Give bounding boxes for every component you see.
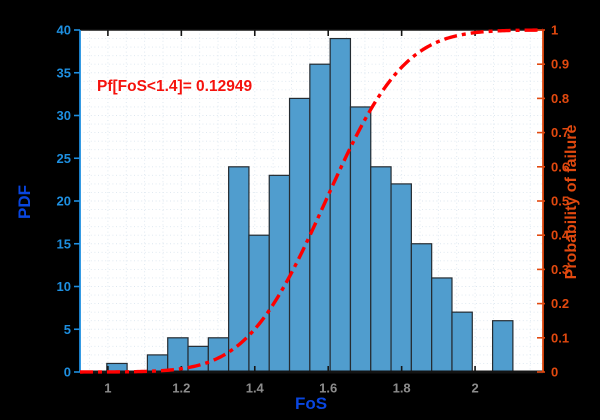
y-left-tick-label: 30: [57, 108, 71, 123]
histogram-bar: [329, 37, 352, 373]
x-tick-label: 1.2: [172, 381, 190, 396]
y-left-tick-label: 20: [57, 194, 71, 209]
y-left-tick-label: 25: [57, 151, 71, 166]
histogram-bar: [451, 311, 473, 373]
histogram-bar: [167, 337, 189, 373]
histogram-bar: [390, 183, 412, 373]
histogram-bar: [228, 166, 250, 373]
y-left-tick-label: 5: [64, 322, 71, 337]
pf-annotation: Pf[FoS<1.4]= 0.12949: [97, 78, 252, 95]
histogram-bar: [370, 166, 392, 373]
x-axis-label: FoS: [295, 394, 327, 413]
cdf-curve: [80, 28, 544, 374]
histogram-bar: [288, 97, 311, 373]
x-tick-label: 1.8: [393, 381, 411, 396]
y-right-tick-label: 0.9: [551, 57, 569, 72]
y-right-tick-label: 0.8: [551, 91, 569, 106]
histogram-bar: [349, 106, 372, 373]
y-right-tick-label: 0.4: [551, 228, 570, 243]
y-axis-label-right: Probability of failure: [563, 125, 580, 280]
y-right-tick-label: 0: [551, 365, 558, 380]
x-tick-label: 1.4: [246, 381, 265, 396]
y-axis-label-left: PDF: [15, 185, 34, 219]
y-right-tick-label: 0.3: [551, 262, 569, 277]
y-left-tick-label: 15: [57, 236, 71, 251]
histogram-bar: [410, 243, 433, 373]
y-right-tick-label: 1: [551, 23, 558, 38]
histogram-bar: [491, 320, 514, 373]
histogram-bar: [268, 174, 291, 373]
y-left-tick-label: 0: [64, 365, 71, 380]
x-tick-label: 1: [104, 381, 111, 396]
histogram-bar: [248, 234, 270, 373]
x-tick-label: 2: [471, 381, 478, 396]
y-right-tick-label: 0.1: [551, 330, 569, 345]
y-right-tick-label: 0.2: [551, 296, 569, 311]
histogram-bar: [309, 63, 331, 373]
y-right-tick-label: 0.7: [551, 125, 569, 140]
histogram-bars: [106, 37, 514, 373]
y-right-tick-label: 0.6: [551, 159, 569, 174]
y-left-tick-label: 10: [57, 279, 71, 294]
tick-labels: 1 1.2 1.4 1.6 1.8 2051015202530354000.10.20.3…: [57, 23, 570, 396]
y-left-tick-label: 35: [57, 65, 71, 80]
x-tick-label: 1.6: [319, 381, 337, 396]
histogram-bar: [431, 277, 453, 373]
y-left-tick-label: 40: [57, 23, 71, 38]
y-right-tick-label: 0.5: [551, 194, 569, 209]
